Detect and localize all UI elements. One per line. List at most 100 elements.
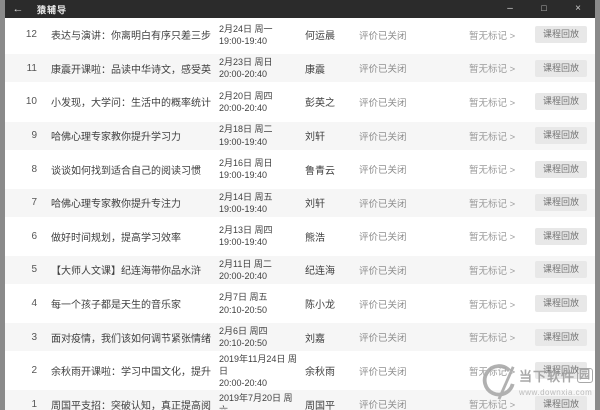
course-time: 19:00-19:40 [219, 170, 268, 181]
titlebar: ← 猿辅导 – □ × [5, 0, 595, 18]
mark-link[interactable]: 暂无标记 > [469, 64, 516, 76]
mark-link[interactable]: 暂无标记 > [469, 299, 516, 311]
course-title: 做好时间规划，提高学习效率 [51, 232, 181, 244]
course-title: 小发现，大学问：生活中的概率统计思维 [51, 98, 211, 110]
course-time: 20:00-20:40 [219, 270, 268, 281]
teacher-name: 刘轩 [305, 199, 325, 211]
teacher-name: 鲁青云 [305, 165, 335, 177]
row-number: 3 [31, 331, 37, 343]
evaluation-status: 评价已关闭 [359, 165, 407, 177]
row-number: 8 [31, 163, 37, 175]
window-title: 猿辅导 [37, 4, 68, 15]
course-time: 20:10-20:50 [219, 338, 268, 349]
replay-button[interactable]: 课程回放 [535, 261, 587, 279]
minimize-icon[interactable]: – [507, 3, 513, 14]
course-date: 2月6日 周四 [219, 326, 268, 336]
mark-link[interactable]: 暂无标记 > [469, 131, 516, 143]
mark-link[interactable]: 暂无标记 > [469, 400, 516, 410]
table-row: 4 每一个孩子都是天生的音乐家 2月7日 周五 20:10-20:50 陈小龙 … [5, 287, 595, 321]
table-row: 7 哈佛心理专家教你提升专注力 2月14日 周五 19:00-19:40 刘轩 … [5, 185, 595, 220]
teacher-name: 余秋雨 [305, 367, 335, 379]
course-title: 余秋雨开课啦：学习中国文化，提升文学素养 [51, 367, 211, 379]
row-number: 12 [25, 29, 37, 41]
mark-link[interactable]: 暂无标记 > [469, 198, 516, 210]
course-datetime: 2019年11月24日 周日 20:00-20:40 [219, 353, 297, 389]
evaluation-status: 评价已关闭 [359, 333, 407, 345]
replay-button[interactable]: 课程回放 [535, 395, 587, 410]
course-datetime: 2月7日 周五 20:10-20:50 [219, 291, 297, 315]
evaluation-status: 评价已关闭 [359, 366, 407, 378]
course-datetime: 2019年7月20日 周六 [219, 392, 297, 410]
teacher-name: 彭英之 [305, 98, 335, 110]
course-title: 表达与演讲：你离明白有序只差三步 [51, 31, 211, 43]
table-row: 11 康震开课啦：品读中华诗文，感受英雄力量 2月23日 周日 20:00-20… [5, 51, 595, 86]
evaluation-status: 评价已关闭 [359, 299, 407, 311]
teacher-name: 纪连海 [305, 266, 335, 278]
back-arrow-icon[interactable]: ← [12, 3, 24, 15]
replay-button[interactable]: 课程回放 [535, 194, 587, 212]
course-title: 谈谈如何找到适合自己的阅读习惯 [51, 165, 201, 177]
course-datetime: 2月18日 周二 19:00-19:40 [219, 123, 297, 147]
course-date: 2019年11月24日 周日 [219, 353, 297, 376]
replay-button[interactable]: 课程回放 [535, 160, 587, 178]
row-number: 7 [31, 197, 37, 209]
course-time: 20:00-20:40 [219, 69, 268, 80]
mark-link[interactable]: 暂无标记 > [469, 232, 516, 244]
replay-button[interactable]: 课程回放 [535, 295, 587, 313]
course-datetime: 2月11日 周二 20:00-20:40 [219, 258, 297, 282]
course-date: 2019年7月20日 周六 [219, 393, 293, 410]
maximize-icon[interactable]: □ [541, 3, 547, 13]
mark-link[interactable]: 暂无标记 > [469, 30, 516, 42]
evaluation-status: 评价已关闭 [359, 265, 407, 277]
course-date: 2月18日 周二 [219, 124, 273, 135]
table-row: 12 表达与演讲：你离明白有序只差三步 2月24日 周一 19:00-19:40… [5, 18, 595, 52]
mark-link[interactable]: 暂无标记 > [469, 333, 516, 345]
course-time: 20:00-20:40 [219, 102, 268, 113]
teacher-name: 刘嘉 [305, 333, 325, 345]
course-date: 2月13日 周四 [219, 225, 273, 236]
course-datetime: 2月20日 周四 20:00-20:40 [219, 90, 297, 114]
course-date: 2月11日 周二 [219, 258, 272, 269]
course-date: 2月7日 周五 [219, 292, 268, 303]
close-icon[interactable]: × [575, 3, 581, 14]
replay-button[interactable]: 课程回放 [535, 26, 587, 44]
table-row: 5 【大师人文课】纪连海带你品水浒 2月11日 周二 20:00-20:40 纪… [5, 253, 595, 287]
course-title: 每一个孩子都是天生的音乐家 [51, 300, 181, 312]
course-title: 哈佛心理专家教你提升专注力 [51, 199, 181, 211]
mark-link[interactable]: 暂无标记 > [469, 265, 516, 277]
evaluation-status: 评价已关闭 [359, 232, 407, 244]
replay-button[interactable]: 课程回放 [535, 328, 587, 346]
course-datetime: 2月13日 周四 19:00-19:40 [219, 224, 297, 248]
table-row: 10 小发现，大学问：生活中的概率统计思维 2月20日 周四 20:00-20:… [5, 85, 595, 119]
table-row: 2 余秋雨开课啦：学习中国文化，提升文学素养 2019年11月24日 周日 20… [5, 354, 595, 388]
course-title: 康震开课啦：品读中华诗文，感受英雄力量 [51, 64, 211, 76]
mark-link[interactable]: 暂无标记 > [469, 366, 516, 378]
replay-button[interactable]: 课程回放 [535, 362, 587, 380]
table-row: 8 谈谈如何找到适合自己的阅读习惯 2月16日 周日 19:00-19:40 鲁… [5, 152, 595, 186]
evaluation-status: 评价已关闭 [359, 198, 407, 210]
course-datetime: 2月16日 周日 19:00-19:40 [219, 157, 297, 181]
table-row: 9 哈佛心理专家教你提升学习力 2月18日 周二 19:00-19:40 刘轩 … [5, 118, 595, 153]
row-number: 2 [31, 365, 37, 377]
replay-button[interactable]: 课程回放 [535, 227, 587, 245]
teacher-name: 康震 [305, 64, 325, 76]
course-time: 19:00-19:40 [219, 237, 268, 248]
teacher-name: 熊浩 [305, 232, 325, 244]
course-date: 2月20日 周四 [219, 90, 273, 101]
replay-button[interactable]: 课程回放 [535, 93, 587, 111]
evaluation-status: 评价已关闭 [359, 97, 407, 109]
row-number: 4 [31, 298, 37, 310]
course-datetime: 2月24日 周一 19:00-19:40 [219, 23, 297, 47]
replay-button[interactable]: 课程回放 [535, 127, 587, 145]
mark-link[interactable]: 暂无标记 > [469, 97, 516, 109]
course-title: 【大师人文课】纪连海带你品水浒 [51, 266, 201, 278]
teacher-name: 何运晨 [305, 31, 335, 43]
course-time: 19:00-19:40 [219, 136, 268, 147]
replay-button[interactable]: 课程回放 [535, 59, 587, 77]
table-row: 6 做好时间规划，提高学习效率 2月13日 周四 19:00-19:40 熊浩 … [5, 220, 595, 254]
teacher-name: 周国平 [305, 400, 335, 410]
mark-link[interactable]: 暂无标记 > [469, 165, 516, 177]
course-datetime: 2月14日 周五 19:00-19:40 [219, 191, 297, 215]
course-time: 20:00-20:40 [219, 377, 268, 388]
